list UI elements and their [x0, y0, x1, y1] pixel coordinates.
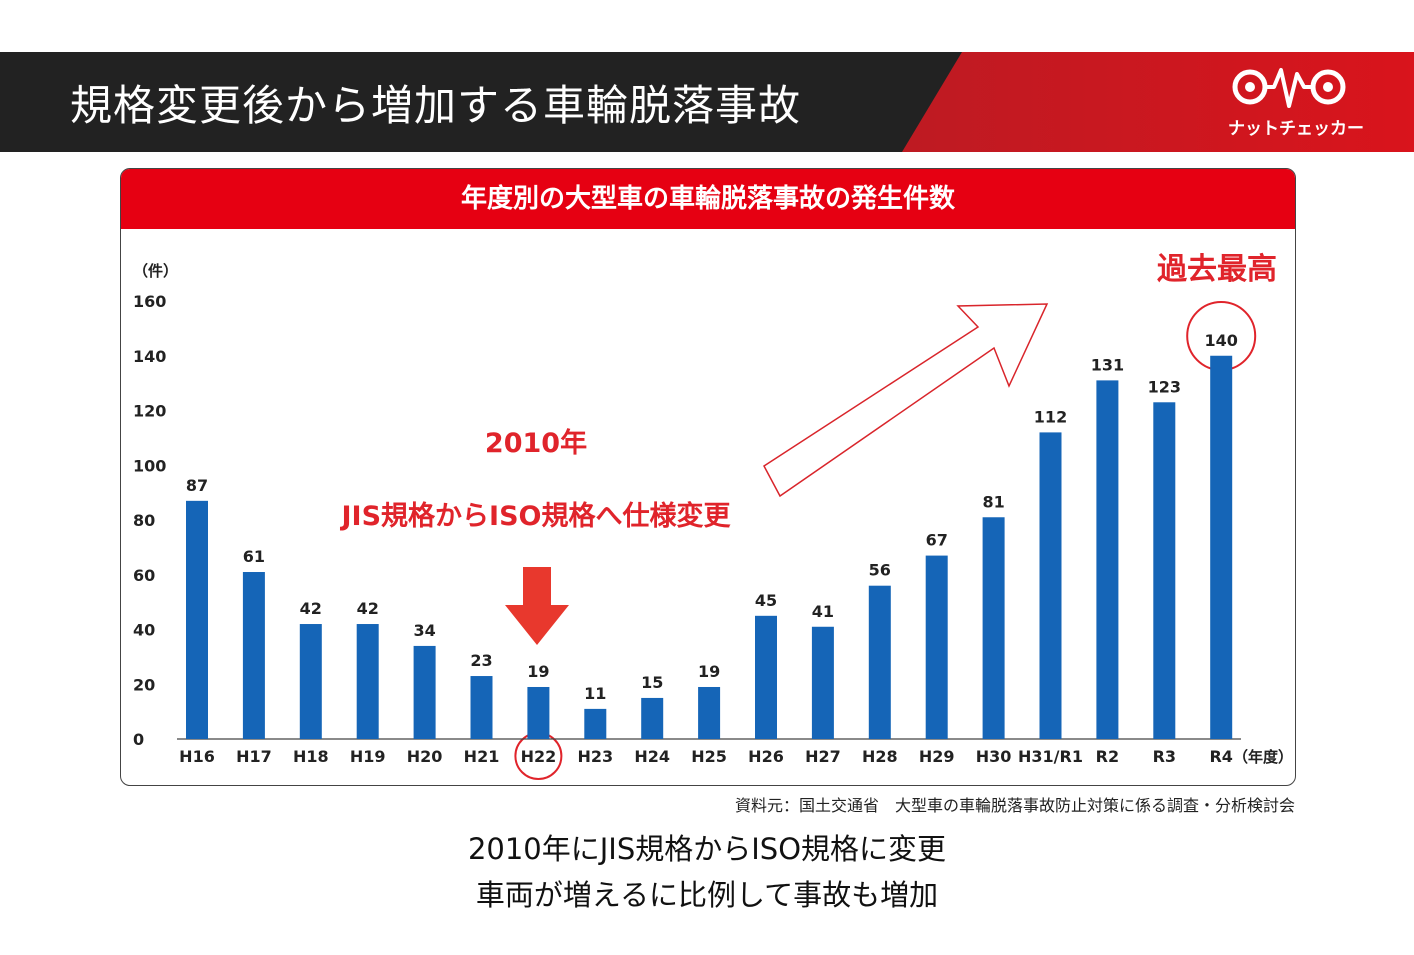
- data-label: 19: [527, 662, 549, 681]
- y-tick-label: 100: [133, 456, 166, 475]
- caption-line-2: 車両が増えるに比例して事故も増加: [475, 878, 939, 912]
- logo-text: ナットチェッカー: [1228, 119, 1364, 139]
- y-tick-label: 40: [133, 621, 155, 640]
- x-tick-label: H17: [236, 747, 272, 766]
- bar-H29: [925, 555, 948, 739]
- x-tick-label: H20: [407, 747, 443, 766]
- annotation-change-year: 2010年: [485, 427, 587, 459]
- bar-H23: [584, 708, 607, 739]
- y-tick-label: 60: [133, 566, 155, 585]
- x-tick-label: H24: [634, 747, 670, 766]
- bar-H19: [356, 624, 379, 739]
- data-label: 42: [357, 599, 379, 618]
- annotation-change-text: JIS規格からISO規格へ仕様変更: [340, 500, 732, 532]
- bar-H21: [470, 676, 493, 739]
- data-label: 123: [1148, 377, 1181, 396]
- y-tick-label: 140: [133, 347, 166, 366]
- bar-H22: [527, 686, 550, 739]
- data-label: 112: [1034, 407, 1067, 426]
- bar-R3: [1153, 402, 1176, 739]
- x-tick-label: H25: [691, 747, 727, 766]
- x-tick-label: H28: [862, 747, 898, 766]
- x-tick-label: H21: [464, 747, 500, 766]
- x-tick-label: H30: [976, 747, 1012, 766]
- y-axis-label: （件）: [133, 262, 178, 280]
- data-label: 56: [869, 561, 891, 580]
- bar-H18: [299, 624, 322, 739]
- x-axis-label: （年度）: [1233, 748, 1293, 766]
- x-tick-label: H29: [919, 747, 955, 766]
- data-label: 131: [1091, 355, 1124, 374]
- x-tick-label: R4: [1209, 747, 1232, 766]
- bar-H25: [698, 686, 721, 739]
- data-label: 23: [470, 651, 492, 670]
- data-label: 81: [982, 492, 1004, 511]
- logo-icon: [1232, 68, 1346, 108]
- bar-H28: [868, 585, 891, 739]
- data-label: 45: [755, 591, 777, 610]
- x-tick-label: H19: [350, 747, 386, 766]
- data-label: 67: [926, 531, 948, 550]
- x-tick-label: R2: [1096, 747, 1119, 766]
- x-tick-label: H16: [179, 747, 215, 766]
- y-tick-label: 120: [133, 402, 166, 421]
- chart-title: 年度別の大型車の車輪脱落事故の発生件数: [121, 169, 1295, 229]
- x-tick-label: H31/R1: [1018, 747, 1083, 766]
- data-label: 15: [641, 673, 663, 692]
- x-tick-label: H18: [293, 747, 329, 766]
- source-note: 資料元：国土交通省 大型車の車輪脱落事故防止対策に係る調査・分析検討会: [734, 796, 1295, 815]
- data-label: 41: [812, 602, 834, 621]
- data-label: 11: [584, 684, 606, 703]
- header-bar: 規格変更後から増加する車輪脱落事故 ナットチェッカー: [0, 52, 1414, 152]
- bar-H24: [641, 697, 664, 739]
- annotation-record: 過去最高: [1157, 252, 1277, 287]
- down-arrow-icon: [505, 567, 569, 645]
- y-tick-label: 20: [133, 675, 155, 694]
- trend-arrow-icon: [763, 303, 1049, 498]
- x-tick-label: H23: [577, 747, 613, 766]
- data-label: 87: [186, 476, 208, 495]
- x-tick-label: H26: [748, 747, 784, 766]
- bar-R4: [1210, 355, 1233, 739]
- y-tick-label: 160: [133, 292, 166, 311]
- bar-H20: [413, 645, 436, 739]
- chart-panel: 年度別の大型車の車輪脱落事故の発生件数 2010年 JIS規格からISO規格へ仕様…: [120, 168, 1296, 786]
- x-tick-label: H27: [805, 747, 841, 766]
- data-label: 19: [698, 662, 720, 681]
- y-tick-label: 0: [133, 730, 144, 749]
- x-tick-label: H22: [521, 747, 557, 766]
- caption-line-1: 2010年にJIS規格からISO規格に変更: [467, 832, 947, 866]
- bar-R2: [1096, 380, 1119, 739]
- page-title: 規格変更後から増加する車輪脱落事故: [70, 81, 802, 130]
- data-label: 42: [300, 599, 322, 618]
- bar-H30: [982, 517, 1005, 739]
- x-tick-label: R3: [1153, 747, 1176, 766]
- data-label: 61: [243, 547, 265, 566]
- nut-checker-logo: ナットチェッカー: [1228, 62, 1364, 142]
- bar-H27: [811, 626, 834, 739]
- bar-H31/R1: [1039, 432, 1062, 739]
- bar-H16: [186, 500, 208, 739]
- bar-H17: [242, 572, 265, 739]
- y-tick-label: 80: [133, 511, 155, 530]
- data-label: 140: [1204, 331, 1237, 350]
- data-label: 34: [413, 621, 435, 640]
- bar-chart: 2010年 JIS規格からISO規格へ仕様変更 過去最高 （件） 0 20 40 60 80 1…: [133, 252, 1293, 780]
- bar-H26: [755, 615, 777, 739]
